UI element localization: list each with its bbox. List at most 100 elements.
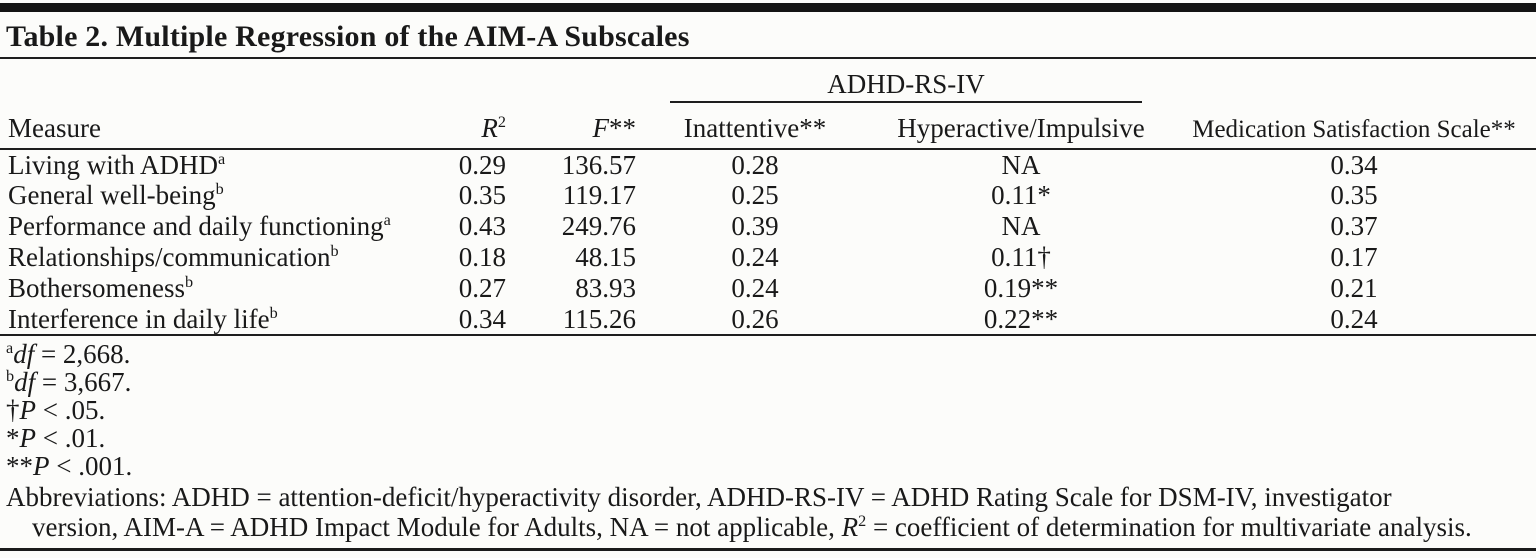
table-row: Living with ADHDa 0.29 136.57 0.28 NA 0.…: [0, 149, 1536, 180]
title-divider: [0, 57, 1536, 59]
spanner-cell: ADHD-RS-IV: [640, 59, 1172, 103]
spanner-group: ADHD-RS-IV: [670, 71, 1142, 103]
footnote-mark: a: [6, 339, 14, 357]
footnote-line: †P < .05.: [6, 396, 1536, 424]
r-symbol: R: [841, 512, 859, 542]
measure-label: Living with ADHD: [8, 149, 219, 180]
f-cell: 48.15: [575, 242, 636, 272]
inattentive-cell: 0.39: [731, 211, 779, 241]
inattentive-cell: 0.24: [731, 273, 779, 303]
measure-cell: Performance and daily functioninga: [0, 211, 440, 242]
measure-footnote-mark: b: [184, 273, 194, 291]
r2-cell: 0.18: [458, 242, 506, 272]
measure-cell: Living with ADHDa: [0, 149, 440, 180]
measure-footnote-mark: a: [383, 211, 391, 229]
medication-cell: 0.37: [1330, 211, 1378, 241]
footnote-term: P: [33, 451, 50, 481]
measure-footnote-mark: a: [218, 149, 226, 168]
f-stars: **: [609, 113, 636, 143]
table-row: Relationships/communicationb 0.18 48.15 …: [0, 242, 1536, 273]
footnotes: adf = 2,668. bdf = 3,667. †P < .05. *P <…: [6, 340, 1536, 480]
abbreviations-text: Abbreviations: ADHD = attention-deficit/…: [6, 482, 1392, 512]
measure-label: Performance and daily functioning: [8, 211, 384, 241]
footnote-term: df: [13, 339, 35, 369]
medication-cell: 0.17: [1330, 242, 1378, 272]
f-cell: 249.76: [561, 211, 636, 241]
hyperactive-cell: NA: [1001, 211, 1041, 241]
footnote-line: adf = 2,668.: [6, 340, 1536, 368]
r2-exponent: 2: [858, 512, 867, 530]
medication-cell: 0.24: [1172, 304, 1536, 336]
measure-cell: General well-beingb: [0, 180, 440, 211]
r2-cell: 0.43: [458, 211, 506, 241]
spanner-label: ADHD-RS-IV: [827, 69, 985, 99]
footnote-term: P: [19, 395, 37, 425]
footnote-mark: *: [6, 423, 20, 453]
inattentive-cell: 0.26: [640, 304, 870, 336]
hyperactive-cell: 0.11*: [991, 180, 1051, 210]
measure-cell: Interference in daily lifeb: [0, 303, 440, 336]
r2-exponent: 2: [497, 113, 506, 131]
table-title: Table 2. Multiple Regression of the AIM-…: [6, 20, 690, 53]
footnote-mark: b: [6, 367, 15, 385]
medication-cell: 0.35: [1330, 180, 1378, 210]
r2-cell: 0.34: [440, 304, 510, 336]
footnote-text: < .001.: [56, 451, 133, 481]
footnote-mark: **: [6, 451, 33, 481]
footnote-text: = 2,668.: [40, 339, 131, 369]
f-cell: 83.93: [575, 273, 636, 303]
footnote-line: *P < .01.: [6, 424, 1536, 452]
hyperactive-cell: 0.19**: [983, 273, 1059, 303]
measure-cell: Relationships/communicationb: [0, 242, 440, 273]
footnote-text: < .01.: [42, 423, 106, 453]
abbreviations-line-1: Abbreviations: ADHD = attention-deficit/…: [6, 482, 1536, 512]
inattentive-cell: 0.24: [731, 242, 779, 272]
r2-cell: 0.29: [458, 149, 506, 180]
regression-table: ADHD-RS-IV Measure R2 F** Inattentive** …: [0, 59, 1536, 336]
bottom-rule: [0, 548, 1536, 551]
measure-cell: Bothersomenessb: [0, 273, 440, 304]
abbreviations-text: = coefficient of determination for multi…: [872, 512, 1472, 542]
r2-cell: 0.27: [458, 273, 506, 303]
hyperactive-cell: 0.22**: [870, 304, 1172, 336]
footnote-term: df: [14, 367, 36, 397]
inattentive-cell: 0.25: [731, 180, 779, 210]
measure-footnote-mark: b: [330, 242, 339, 260]
footnote-text: = 3,667.: [41, 367, 132, 397]
column-header-r2: R2: [440, 103, 510, 150]
footnote-term: P: [19, 423, 37, 453]
r2-cell: 0.35: [458, 180, 506, 210]
footnote-line: **P < .001.: [6, 452, 1536, 480]
r-symbol: R: [481, 113, 498, 143]
column-header-measure: Measure: [0, 103, 440, 150]
footnote-mark: †: [6, 395, 20, 425]
measure-label: Relationships/communication: [8, 242, 331, 272]
column-header-f: F**: [510, 103, 640, 150]
f-cell: 136.57: [561, 149, 636, 180]
spanner-spacer-right: [1172, 59, 1536, 103]
column-header-inattentive: Inattentive**: [640, 103, 870, 150]
f-symbol: F: [592, 113, 610, 143]
table-row: Performance and daily functioninga 0.43 …: [0, 211, 1536, 242]
footnote-line: bdf = 3,667.: [6, 368, 1536, 396]
abbreviations-note: Abbreviations: ADHD = attention-deficit/…: [6, 482, 1536, 542]
top-rule-bar: [0, 3, 1536, 12]
abbreviations-text: version, AIM-A = ADHD Impact Module for …: [32, 512, 835, 542]
header-row: Measure R2 F** Inattentive** Hyperactive…: [0, 103, 1536, 150]
footnote-text: < .05.: [42, 395, 106, 425]
measure-footnote-mark: b: [269, 303, 278, 322]
abbreviations-line-2: version, AIM-A = ADHD Impact Module for …: [32, 512, 1536, 542]
spanner-spacer-left: [0, 59, 640, 103]
table-row: General well-beingb 0.35 119.17 0.25 0.1…: [0, 180, 1536, 211]
table-row: Bothersomenessb 0.27 83.93 0.24 0.19** 0…: [0, 273, 1536, 304]
column-header-hyperactive: Hyperactive/Impulsive: [870, 103, 1172, 150]
hyperactive-cell: 0.11†: [991, 242, 1051, 272]
inattentive-cell: 0.28: [731, 149, 779, 180]
column-header-medication: Medication Satisfaction Scale**: [1172, 103, 1536, 150]
measure-label: Interference in daily life: [8, 303, 270, 334]
medication-cell: 0.34: [1330, 149, 1378, 180]
f-cell: 115.26: [510, 304, 640, 336]
spanner-row: ADHD-RS-IV: [0, 59, 1536, 103]
table-row: Interference in daily lifeb 0.34 115.26 …: [0, 303, 1536, 336]
